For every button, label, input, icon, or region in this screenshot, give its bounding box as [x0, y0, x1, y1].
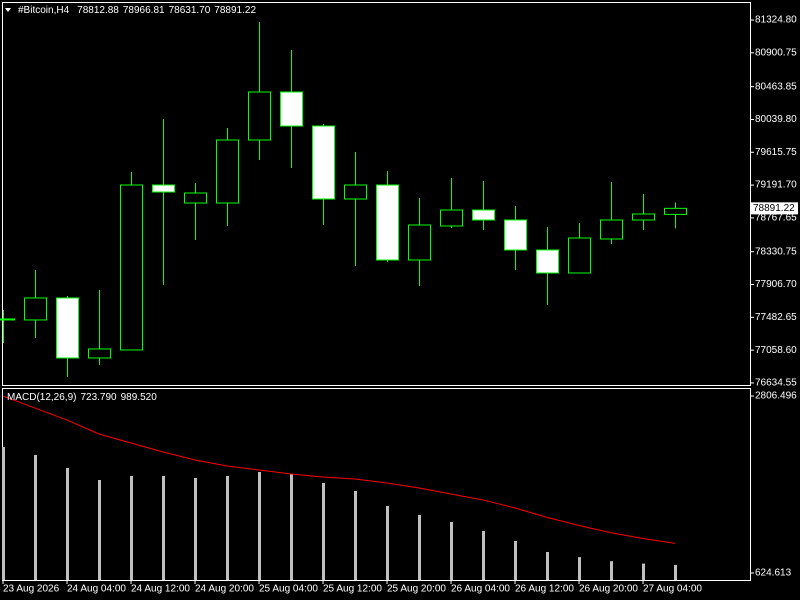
- candle-body: [88, 348, 111, 359]
- candle-body: [504, 219, 527, 251]
- ohlc-value: 78966.81: [123, 5, 165, 16]
- macd-bar: [610, 561, 613, 580]
- macd-bar: [514, 540, 517, 580]
- y-tick-label: 80463.85: [755, 81, 797, 92]
- indicator-name: MACD(12,26,9): [7, 392, 76, 403]
- y-tick-label: 77906.70: [755, 279, 797, 290]
- x-tick-label: 24 Aug 12:00: [131, 584, 190, 595]
- candle-body: [472, 209, 495, 221]
- candle-body: [120, 184, 143, 351]
- candle-body: [440, 209, 463, 227]
- candle-body: [24, 297, 47, 321]
- candle-body: [280, 91, 303, 127]
- symbol: #Bitcoin,H4: [18, 5, 70, 16]
- candle-body: [184, 192, 207, 204]
- ohlc-value: 78812.88: [77, 5, 119, 16]
- y-tick-label: 80900.75: [755, 47, 797, 58]
- macd-bar: [290, 473, 293, 580]
- x-tick-label: 26 Aug 04:00: [451, 584, 510, 595]
- macd-bar: [642, 563, 645, 580]
- x-tick-label: 23 Aug 2026: [3, 584, 60, 595]
- y-tick-label: 80039.80: [755, 114, 797, 125]
- y-tick-label: 77058.60: [755, 345, 797, 356]
- x-tick-label: 25 Aug 04:00: [259, 584, 318, 595]
- y-tick-label: 624.613: [755, 568, 792, 579]
- candle-body: [216, 139, 239, 204]
- signal-line: [2, 395, 676, 544]
- macd-bar: [450, 521, 453, 580]
- price-label: 78891.22: [753, 203, 795, 214]
- x-tick-label: 24 Aug 20:00: [195, 584, 254, 595]
- macd-bar: [546, 551, 549, 580]
- y-tick-label: 78767.65: [755, 213, 797, 224]
- x-tick-label: 25 Aug 20:00: [387, 584, 446, 595]
- macd-bar: [322, 482, 325, 580]
- macd-bar: [66, 467, 69, 580]
- x-tick-label: 24 Aug 04:00: [67, 584, 126, 595]
- macd-bar: [130, 476, 133, 580]
- y-tick-label: 77482.65: [755, 312, 797, 323]
- macd-bar: [354, 490, 357, 580]
- candle-body: [536, 249, 559, 274]
- macd-bar: [674, 564, 677, 580]
- x-tick-label: 25 Aug 12:00: [323, 584, 382, 595]
- candle-body: [664, 207, 687, 215]
- x-tick-label: 26 Aug 20:00: [579, 584, 638, 595]
- y-tick-label: 78330.75: [755, 246, 797, 257]
- candle-body: [568, 237, 591, 274]
- macd-bar: [162, 476, 165, 580]
- indicator-value: 723.790: [80, 392, 117, 403]
- macd-bar: [2, 447, 5, 580]
- candle-body: [376, 184, 399, 261]
- ohlc-value: 78631.70: [169, 5, 211, 16]
- y-tick-label: 2806.496: [755, 391, 797, 402]
- candle-body: [248, 91, 271, 141]
- candle-body: [312, 125, 335, 200]
- macd-header: MACD(12,26,9) 723.790 989.520: [7, 392, 157, 403]
- y-tick-label: 79191.70: [755, 180, 797, 191]
- price-box: [751, 202, 798, 215]
- macd-bar: [418, 514, 421, 580]
- macd-bar: [34, 455, 37, 580]
- macd-bar: [226, 476, 229, 580]
- x-tick-label: 26 Aug 12:00: [515, 584, 574, 595]
- candle-body: [152, 184, 175, 193]
- chart-header: #Bitcoin,H4 78812.88 78966.81 78631.70 78891…: [18, 5, 256, 16]
- macd-bar: [578, 557, 581, 580]
- macd-bar: [194, 477, 197, 580]
- main-pane: [2, 2, 751, 386]
- candle-body: [408, 224, 431, 261]
- menu-arrow[interactable]: [5, 8, 11, 12]
- ohlc-value: 78891.22: [214, 5, 256, 16]
- y-tick-label: 81324.80: [755, 15, 797, 26]
- candle-body: [56, 297, 79, 359]
- candle-body: [632, 213, 655, 221]
- macd-bar: [98, 479, 101, 580]
- y-tick-label: 79615.75: [755, 147, 797, 158]
- candle-body: [344, 184, 367, 200]
- y-tick-label: 76634.55: [755, 378, 797, 389]
- macd-bar: [482, 530, 485, 580]
- macd-bar: [258, 472, 261, 580]
- candle-body: [600, 219, 623, 240]
- indicator-value: 989.520: [121, 392, 158, 403]
- macd-bar: [386, 505, 389, 580]
- candle-body: [0, 318, 15, 321]
- x-tick-label: 27 Aug 04:00: [643, 584, 702, 595]
